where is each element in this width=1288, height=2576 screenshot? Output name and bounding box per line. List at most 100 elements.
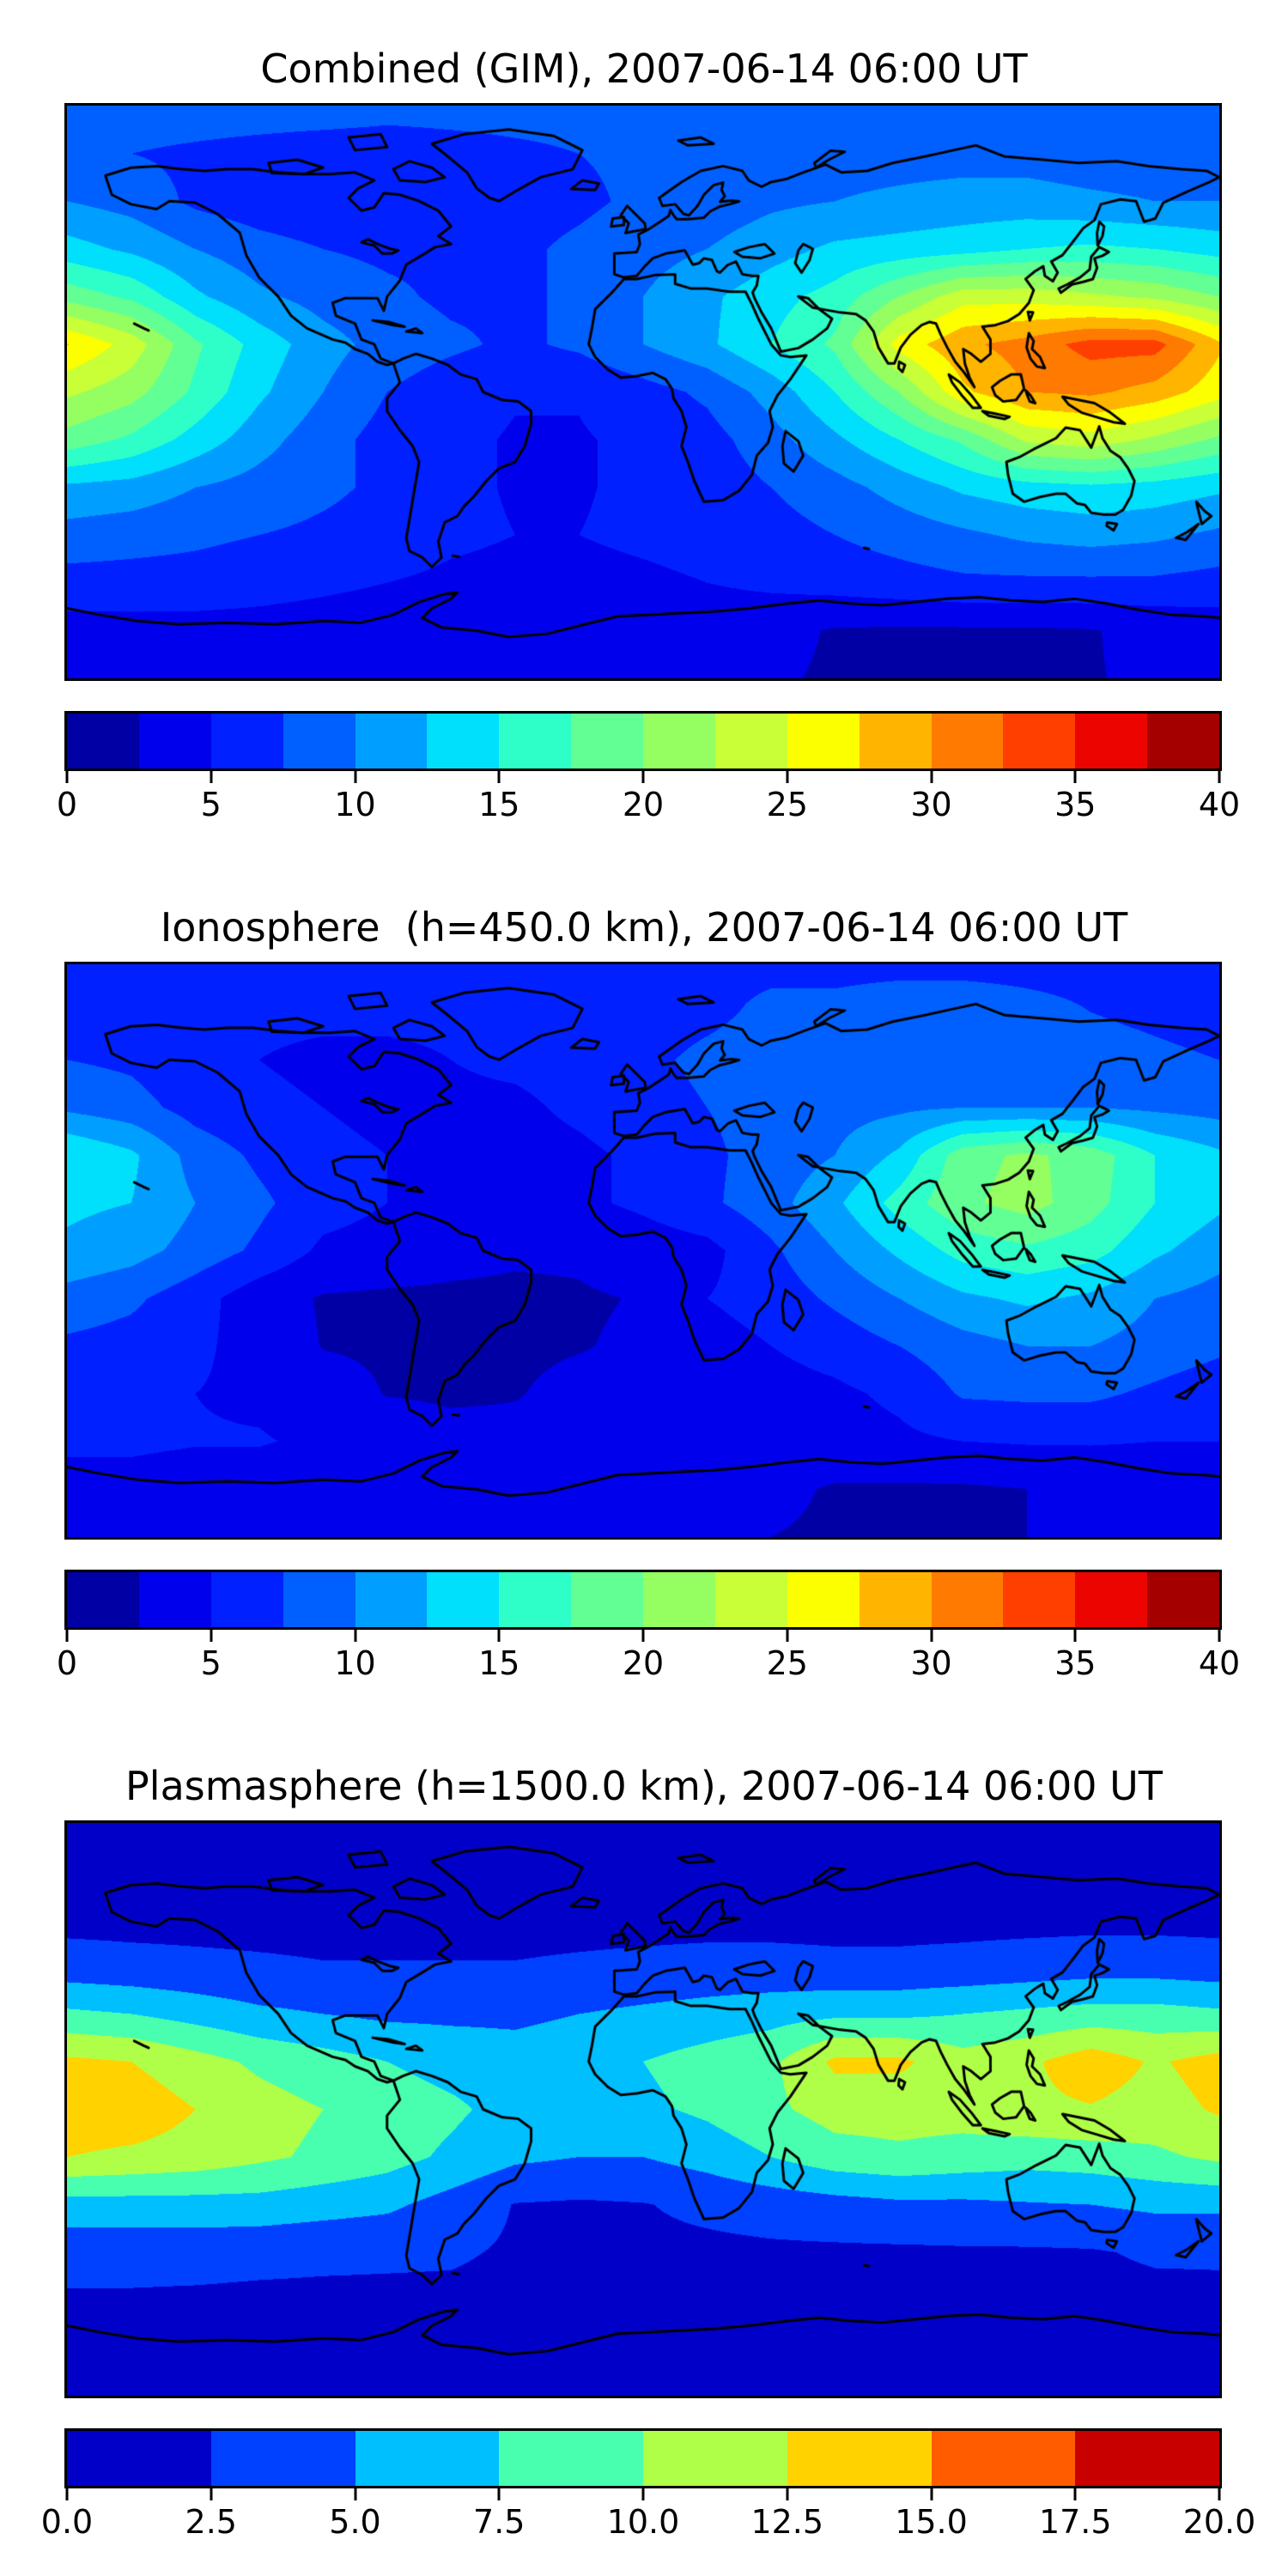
- colorbar-ticks: [65, 1630, 1221, 1642]
- colorbar-segment: [499, 2431, 643, 2486]
- world-contour-map-canvas: [67, 1823, 1219, 2396]
- colorbar-tick-label: 5: [200, 786, 222, 823]
- colorbar-tick-label: 20.0: [1182, 2503, 1256, 2541]
- colorbar-tick-label: 15.0: [895, 2503, 968, 2541]
- colorbar-tick-label: 10: [334, 1644, 376, 1682]
- colorbar-ticks: [65, 2488, 1221, 2500]
- colorbar-segment: [67, 714, 139, 769]
- colorbar-segment: [643, 2431, 787, 2486]
- colorbar-segment: [1147, 714, 1219, 769]
- colorbar-segment: [643, 1572, 715, 1627]
- colorbar-tick: [930, 1630, 933, 1642]
- world-contour-map-canvas: [67, 106, 1219, 678]
- colorbar-tick-label: 35: [1054, 786, 1097, 823]
- colorbar-segment: [138, 1572, 211, 1627]
- colorbar-tick-label: 5.0: [329, 2503, 381, 2541]
- colorbar-tick-label: 17.5: [1038, 2503, 1112, 2541]
- colorbar-segment: [210, 714, 283, 769]
- colorbar-tick: [1073, 2488, 1077, 2500]
- colorbar-segment: [67, 2431, 211, 2486]
- colorbar-tick: [786, 1630, 789, 1642]
- colorbar-tick-label: 15: [478, 786, 520, 823]
- colorbar-tick: [497, 2488, 501, 2500]
- panel-ionosphere: Ionosphere (h=450.0 km), 2007-06-14 06:0…: [0, 859, 1288, 1717]
- colorbar-tick: [641, 2488, 645, 2500]
- colorbar-tick-label: 20: [622, 786, 665, 823]
- colorbar-tick: [354, 1630, 356, 1642]
- colorbar-tick: [641, 771, 645, 783]
- colorbar-tick: [354, 2488, 356, 2500]
- colorbar-segment: [283, 714, 355, 769]
- colorbar-segment: [427, 1572, 500, 1627]
- colorbar-tick: [65, 2488, 69, 2500]
- colorbar-tick-label: 40: [1198, 786, 1241, 823]
- colorbar-tick: [210, 2488, 213, 2500]
- colorbar-segment: [643, 714, 715, 769]
- colorbar-tick-label: 0.0: [40, 2503, 94, 2541]
- colorbar-tick: [641, 1630, 645, 1642]
- colorbar-segment: [210, 1572, 283, 1627]
- colorbar-tick: [497, 1630, 501, 1642]
- colorbar-segment: [1075, 714, 1148, 769]
- colorbar-segment: [1003, 1572, 1076, 1627]
- colorbar-tick: [930, 2488, 933, 2500]
- colorbar-tick-label: 25: [766, 1644, 808, 1682]
- colorbar-segment: [931, 714, 1004, 769]
- colorbar-tick: [210, 771, 213, 783]
- colorbar-tick: [1073, 771, 1077, 783]
- colorbar-tick: [1218, 771, 1221, 783]
- colorbar-ticks: [65, 771, 1221, 783]
- colorbar-tick-label: 10.0: [606, 2503, 680, 2541]
- colorbar-tick-label: 30: [910, 1644, 952, 1682]
- colorbar-segment: [355, 1572, 428, 1627]
- colorbar-segment: [283, 1572, 355, 1627]
- panel-title: Combined (GIM), 2007-06-14 06:00 UT: [260, 46, 1028, 92]
- colorbar-segment: [1147, 1572, 1219, 1627]
- colorbar-tick: [1218, 1630, 1221, 1642]
- colorbar-tick-label: 7.5: [473, 2503, 526, 2541]
- colorbar-segment: [1075, 1572, 1148, 1627]
- colorbar-segment: [210, 2431, 355, 2486]
- colorbar-segment: [571, 714, 643, 769]
- colorbar-segment: [787, 2431, 932, 2486]
- colorbar-segment: [355, 714, 428, 769]
- colorbar: [64, 1570, 1222, 1630]
- colorbar-segment: [714, 1572, 787, 1627]
- colorbar-tick: [786, 771, 789, 783]
- colorbar-tick: [786, 2488, 789, 2500]
- colorbar-segment: [787, 1572, 860, 1627]
- colorbar-tick: [1218, 2488, 1221, 2500]
- colorbar-tick-label: 5: [200, 1644, 222, 1682]
- colorbar-tick: [65, 771, 69, 783]
- colorbar-tick-label: 0: [56, 1644, 78, 1682]
- colorbar-tick: [497, 771, 501, 783]
- colorbar-segment: [931, 2431, 1076, 2486]
- colorbar-tick-label: 20: [622, 1644, 665, 1682]
- colorbar-segment: [67, 1572, 139, 1627]
- colorbar-tick: [210, 1630, 213, 1642]
- map-frame: [64, 1820, 1222, 2398]
- colorbar-tick-label: 25: [766, 786, 808, 823]
- colorbar-segment: [859, 714, 932, 769]
- colorbar-tick-label: 0: [56, 786, 78, 823]
- panel-title: Ionosphere (h=450.0 km), 2007-06-14 06:0…: [160, 904, 1128, 951]
- colorbar-segment: [355, 2431, 500, 2486]
- colorbar-tick: [65, 1630, 69, 1642]
- map-frame: [64, 103, 1222, 681]
- panel-title: Plasmasphere (h=1500.0 km), 2007-06-14 0…: [125, 1763, 1163, 1809]
- colorbar-tick-label: 30: [910, 786, 952, 823]
- colorbar-segment: [427, 714, 500, 769]
- colorbar-segment: [931, 1572, 1004, 1627]
- colorbar-tick-label: 10: [334, 786, 376, 823]
- colorbar-segment: [714, 714, 787, 769]
- map-frame: [64, 962, 1222, 1540]
- colorbar-labels: 0 5 10 15 20 25 30 35 40: [57, 1643, 1240, 1686]
- colorbar-labels: 0 5 10 15 20 25 30 35 40: [57, 785, 1240, 828]
- colorbar-segment: [571, 1572, 643, 1627]
- colorbar-segment: [1075, 2431, 1219, 2486]
- colorbar-tick-label: 12.5: [750, 2503, 824, 2541]
- colorbar-labels: 0.0 2.5 5.0 7.5 10.0 12.5 15.0 17.5 20.0: [41, 2502, 1256, 2545]
- panel-plasmasphere: Plasmasphere (h=1500.0 km), 2007-06-14 0…: [0, 1717, 1288, 2576]
- colorbar: [64, 2428, 1222, 2488]
- colorbar-tick-label: 2.5: [185, 2503, 237, 2541]
